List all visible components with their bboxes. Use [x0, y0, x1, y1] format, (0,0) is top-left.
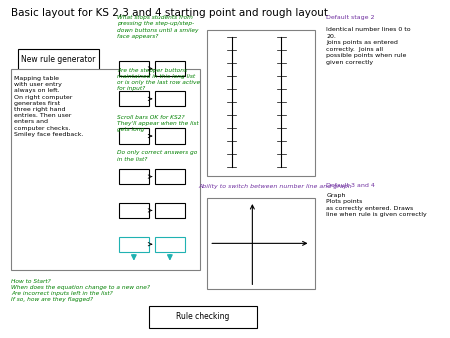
Text: Do only correct answers go
in the list?: Do only correct answers go in the list? — [117, 150, 198, 162]
Bar — [119, 91, 148, 106]
Bar — [148, 306, 256, 328]
Text: Default stage 2: Default stage 2 — [326, 15, 375, 20]
Text: Mapping table
with user entry
always on left.
On right computer
generates first
: Mapping table with user entry always on … — [14, 76, 84, 137]
Bar — [155, 91, 184, 106]
Bar — [11, 69, 200, 270]
Bar — [18, 49, 99, 71]
Bar — [119, 203, 148, 218]
Bar — [119, 237, 148, 252]
Bar — [119, 61, 148, 76]
Text: What stops students from
pressing the step-up/step-
down buttons until a smiley
: What stops students from pressing the st… — [117, 15, 198, 39]
Text: Basic layout for KS 2,3 and 4 starting point and rough layout: Basic layout for KS 2,3 and 4 starting p… — [11, 8, 328, 19]
Text: Scroll bars OK for KS2?
They'll appear when the list
gets long: Scroll bars OK for KS2? They'll appear w… — [117, 115, 198, 132]
Bar — [155, 237, 184, 252]
Text: Default 3 and 4: Default 3 and 4 — [326, 183, 375, 188]
Text: Ability to switch between number line and graph: Ability to switch between number line an… — [198, 184, 352, 189]
Bar — [119, 169, 148, 184]
Bar — [155, 61, 184, 76]
Text: Graph
Plots points
as correctly entered. Draws
line when rule is given correctly: Graph Plots points as correctly entered.… — [326, 193, 427, 217]
Bar — [207, 198, 315, 289]
Bar — [155, 203, 184, 218]
Text: New rule generator: New rule generator — [21, 55, 96, 65]
Bar — [155, 169, 184, 184]
Text: Identical number lines 0 to
20.
Joins points as entered
correctly.  Joins all
po: Identical number lines 0 to 20. Joins po… — [326, 27, 411, 65]
Bar — [207, 30, 315, 176]
Text: Are the stepper buttons
maintained in this long list
or is only the last row act: Are the stepper buttons maintained in th… — [117, 68, 200, 91]
Bar — [155, 128, 184, 144]
Bar — [119, 128, 148, 144]
Text: Rule checking: Rule checking — [176, 312, 229, 321]
Text: How to Start?
When does the equation change to a new one?
Are incorrect inputs l: How to Start? When does the equation cha… — [11, 279, 150, 303]
